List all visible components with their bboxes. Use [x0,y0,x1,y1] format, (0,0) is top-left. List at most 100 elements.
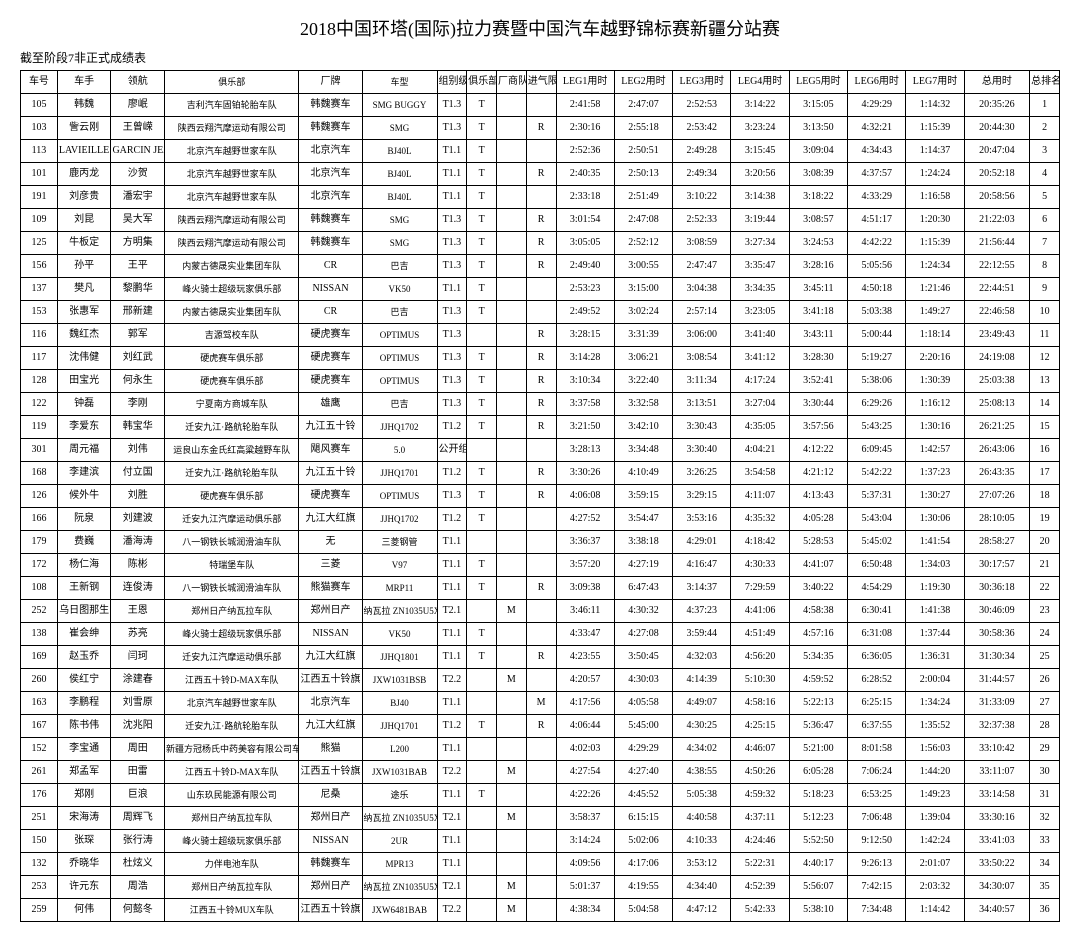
cell: 3:41:40 [731,324,789,347]
table-row: 101鹿丙龙沙贺北京汽车越野世家车队北京汽车BJ40LT1.1TR2:40:35… [21,163,1060,186]
cell: 1:41:38 [906,600,964,623]
cell: 168 [21,462,58,485]
cell: 27:07:26 [964,485,1029,508]
cell: 3:14:28 [556,347,614,370]
cell: R [526,485,556,508]
cell: 128 [21,370,58,393]
cell: 2:20:16 [906,347,964,370]
col-header: LEG3用时 [673,71,731,94]
cell: 2:47:07 [614,94,672,117]
cell [526,439,556,462]
cell: 侯红宁 [57,669,111,692]
cell: 9:12:50 [848,830,906,853]
cell: 6:09:45 [848,439,906,462]
cell: BJ40L [362,186,437,209]
cell: 20:44:30 [964,117,1029,140]
cell: 4:16:47 [673,554,731,577]
cell: 20:47:04 [964,140,1029,163]
cell: 7:29:59 [731,577,789,600]
cell [467,324,497,347]
cell: 9:26:13 [848,853,906,876]
cell: 153 [21,301,58,324]
cell: 迁安九江·路航轮胎车队 [164,715,298,738]
cell: 3:08:54 [673,347,731,370]
cell: SMG [362,232,437,255]
cell: 4:17:56 [556,692,614,715]
cell: 何永生 [111,370,165,393]
cell: 北京汽车 [299,140,362,163]
cell [526,554,556,577]
cell: 7:06:48 [848,807,906,830]
cell: T1.3 [437,324,467,347]
col-header: 俱乐部 [164,71,298,94]
cell: 2:52:12 [614,232,672,255]
cell: 2:47:08 [614,209,672,232]
cell: 九江大红旗 [299,715,362,738]
cell [467,738,497,761]
cell: 27 [1030,692,1060,715]
cell: 3:54:58 [731,462,789,485]
cell: 吉利汽车固铂轮胎车队 [164,94,298,117]
cell: 2:52:36 [556,140,614,163]
cell: 179 [21,531,58,554]
results-table: 车号车手领航俱乐部厂牌车型组别级别俱乐部杯厂商队杯进气限制LEG1用时LEG2用… [20,70,1060,922]
cell: 5:21:00 [789,738,847,761]
cell: 21:22:03 [964,209,1029,232]
cell: 北京汽车越野世家车队 [164,692,298,715]
cell: 105 [21,94,58,117]
cell: 杨仁海 [57,554,111,577]
cell [467,876,497,899]
cell: 20:35:26 [964,94,1029,117]
table-row: 260侯红宁涂建春江西五十铃D-MAX车队江西五十铃旗JXW1031BSBT2.… [21,669,1060,692]
cell: 5:38:10 [789,899,847,922]
col-header: 厂牌 [299,71,362,94]
cell: 26:43:35 [964,462,1029,485]
cell: T2.1 [437,807,467,830]
cell: R [526,577,556,600]
cell: 6:28:52 [848,669,906,692]
cell: T1.3 [437,347,467,370]
cell: T1.1 [437,853,467,876]
cell: 4:35:05 [731,416,789,439]
cell: 北京汽车 [299,186,362,209]
cell: 23:49:43 [964,324,1029,347]
cell: 2:49:52 [556,301,614,324]
cell: 176 [21,784,58,807]
cell: 江西五十铃D-MAX车队 [164,669,298,692]
cell: 巴吉 [362,301,437,324]
cell: 4:46:07 [731,738,789,761]
cell: 31:33:09 [964,692,1029,715]
cell: 12 [1030,347,1060,370]
cell: NISSAN [299,830,362,853]
cell: 5:05:56 [848,255,906,278]
cell: 4:17:06 [614,853,672,876]
cell: 邢新建 [111,301,165,324]
cell: 5:36:47 [789,715,847,738]
cell: 刘昆 [57,209,111,232]
cell: 172 [21,554,58,577]
cell: 八一钢铁长城润滑油车队 [164,531,298,554]
table-row: 137樊凡黎鹏华峰火骑士超级玩家俱乐部NISSANVK50T1.1T2:53:2… [21,278,1060,301]
table-row: 113LAVIEILLE CHRISTIANGARCIN JEAN PIERRE… [21,140,1060,163]
col-header: 总用时 [964,71,1029,94]
cell: 1:30:39 [906,370,964,393]
table-row: 179费巍潘海涛八一钢铁长城润滑油车队无三菱钢管T1.13:36:373:38:… [21,531,1060,554]
cell: 三菱钢管 [362,531,437,554]
cell: 1:34:24 [906,692,964,715]
cell: 9 [1030,278,1060,301]
cell: 硬虎赛车 [299,347,362,370]
cell: 硬虎赛车俱乐部 [164,347,298,370]
cell: 廖岷 [111,94,165,117]
cell: 雄鹰 [299,393,362,416]
cell: 4:20:57 [556,669,614,692]
cell: 3:34:35 [731,278,789,301]
cell: 2:01:07 [906,853,964,876]
cell: 1:19:30 [906,577,964,600]
page-title: 2018中国环塔(国际)拉力赛暨中国汽车越野锦标赛新疆分站赛 [20,15,1060,41]
cell: 2:50:51 [614,140,672,163]
cell [497,692,527,715]
cell: JJHQ1701 [362,462,437,485]
cell [526,531,556,554]
cell [497,416,527,439]
col-header: 俱乐部杯 [467,71,497,94]
